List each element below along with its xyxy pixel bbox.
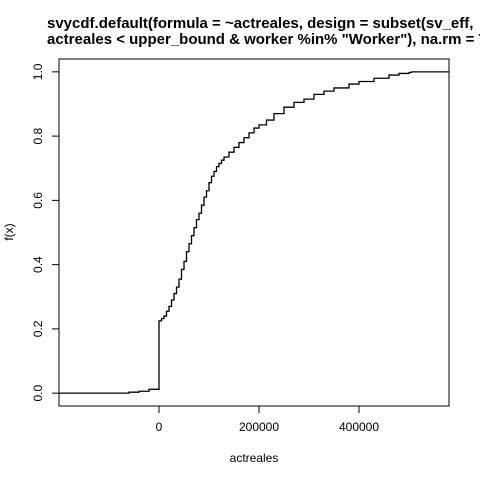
y-tick-label: 0.8	[31, 127, 45, 144]
chart-title: svycdf.default(formula = ~actreales, des…	[47, 15, 480, 48]
x-axis: 0 200000 400000	[156, 405, 379, 434]
x-tick-label: 200000	[239, 420, 279, 434]
chart-title-line-2: actreales < upper_bound & worker %in% "W…	[47, 31, 480, 48]
x-axis-label: actreales	[230, 451, 279, 465]
y-tick-label: 0.6	[31, 192, 45, 209]
x-tick-label: 400000	[339, 420, 379, 434]
series-layer	[59, 71, 449, 394]
y-tick-label: 0.4	[31, 256, 45, 273]
y-tick-label: 0.0	[31, 384, 45, 401]
y-axis: 0.0 0.2 0.4 0.6 0.8 1.0	[31, 63, 60, 401]
cdf-step-line	[59, 71, 449, 394]
y-tick-label: 0.2	[31, 320, 45, 337]
y-axis-label: f(x)	[2, 223, 16, 240]
x-tick-label: 0	[156, 420, 163, 434]
y-tick-label: 1.0	[31, 63, 45, 80]
plot-frame	[58, 58, 450, 407]
chart-title-line-1: svycdf.default(formula = ~actreales, des…	[47, 15, 473, 32]
